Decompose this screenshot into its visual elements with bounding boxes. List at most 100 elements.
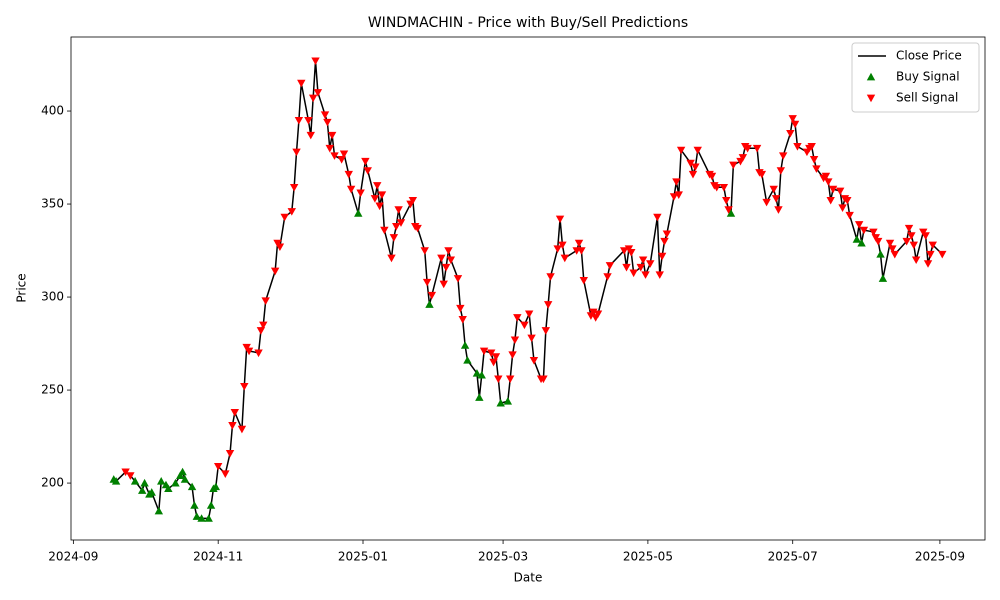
- sell-marker: [669, 193, 679, 201]
- sell-marker: [807, 143, 816, 151]
- sell-marker: [646, 260, 655, 268]
- sell-marker: [280, 213, 289, 222]
- sell-marker: [641, 271, 650, 279]
- sell-marker: [835, 187, 845, 196]
- sell-marker: [722, 196, 731, 205]
- buy-marker: [503, 397, 513, 405]
- sell-marker: [638, 256, 648, 265]
- sell-marker: [762, 198, 771, 207]
- sell-marker: [420, 247, 429, 255]
- chart-title: WINDMACHIN - Price with Buy/Sell Predict…: [368, 15, 688, 31]
- y-tick-label: 350: [41, 197, 64, 211]
- sell-marker: [297, 79, 306, 88]
- sell-marker: [786, 129, 795, 138]
- sell-marker: [911, 256, 921, 265]
- buy-marker: [190, 501, 199, 509]
- legend-label: Close Price: [896, 49, 962, 63]
- sell-marker: [427, 291, 437, 300]
- sell-marker: [292, 148, 301, 157]
- buy-marker: [211, 482, 221, 491]
- buy-marker: [463, 356, 472, 364]
- x-tick-label: 2025-07: [768, 550, 818, 564]
- buy-marker: [354, 209, 363, 217]
- sell-marker: [838, 204, 847, 212]
- sell-marker: [769, 185, 778, 194]
- sell-marker: [724, 206, 733, 214]
- sell-marker: [629, 269, 638, 278]
- sell-marker: [394, 206, 403, 214]
- sell-marker: [662, 230, 672, 239]
- sell-marker: [494, 375, 503, 384]
- sell-marker: [479, 347, 489, 356]
- sell-marker: [439, 280, 448, 289]
- sell-marker: [323, 118, 332, 127]
- sell-marker: [845, 211, 854, 220]
- sell-marker: [237, 425, 247, 434]
- sell-marker: [370, 195, 380, 203]
- buy-marker: [147, 488, 156, 496]
- sell-marker: [869, 228, 878, 237]
- sell-marker: [356, 189, 365, 198]
- sell-marker: [809, 156, 819, 164]
- sell-marker: [313, 89, 323, 97]
- sell-marker: [655, 271, 664, 279]
- sell-marker: [885, 239, 895, 248]
- buy-marker: [164, 484, 173, 493]
- sell-marker: [456, 304, 465, 313]
- sell-marker: [539, 375, 548, 384]
- sell-marker: [821, 172, 831, 181]
- sell-marker: [446, 256, 456, 265]
- sell-marker: [254, 349, 263, 358]
- sell-marker: [396, 219, 406, 227]
- sell-marker: [854, 221, 864, 229]
- sell-marker: [660, 237, 669, 246]
- buy-marker: [852, 235, 862, 243]
- sell-marker: [510, 336, 520, 345]
- sell-marker: [729, 161, 738, 170]
- sell-marker: [686, 159, 695, 168]
- sell-marker: [408, 196, 418, 205]
- y-axis-label: Price: [15, 273, 29, 302]
- sell-marker: [555, 215, 565, 224]
- sell-marker: [361, 157, 370, 166]
- buy-marker: [130, 477, 140, 485]
- sell-marker: [541, 327, 551, 335]
- buy-marker: [192, 512, 202, 520]
- sell-marker: [413, 224, 422, 233]
- sell-marker: [270, 267, 280, 276]
- sell-marker: [902, 237, 911, 246]
- sell-marker: [790, 120, 800, 129]
- sell-marker: [776, 167, 786, 175]
- sell-marker: [306, 131, 315, 140]
- sell-marker: [779, 152, 788, 160]
- legend-marker: [866, 94, 876, 103]
- sell-marker: [225, 449, 235, 458]
- sell-marker: [458, 316, 467, 324]
- sell-marker: [928, 241, 937, 250]
- legend-box: [851, 42, 980, 113]
- sell-marker: [422, 278, 432, 287]
- sell-marker: [707, 172, 717, 181]
- sell-marker: [213, 462, 223, 471]
- sell-marker: [375, 202, 384, 211]
- sell-marker: [672, 178, 681, 186]
- buy-marker: [187, 482, 197, 491]
- sell-marker: [289, 183, 299, 192]
- sell-marker: [757, 170, 767, 179]
- sell-marker: [653, 213, 662, 222]
- sell-marker: [275, 243, 285, 252]
- sell-marker: [325, 144, 334, 153]
- sell-marker: [888, 245, 897, 253]
- x-tick-label: 2024-11: [193, 550, 243, 564]
- buy-marker: [477, 370, 486, 379]
- sell-marker: [437, 254, 446, 263]
- sell-marker: [327, 131, 337, 140]
- buy-marker: [140, 478, 149, 487]
- sell-marker: [389, 234, 399, 242]
- sell-marker: [657, 252, 667, 261]
- sell-marker: [560, 254, 569, 263]
- sell-marker: [308, 94, 318, 103]
- buy-marker: [178, 467, 187, 476]
